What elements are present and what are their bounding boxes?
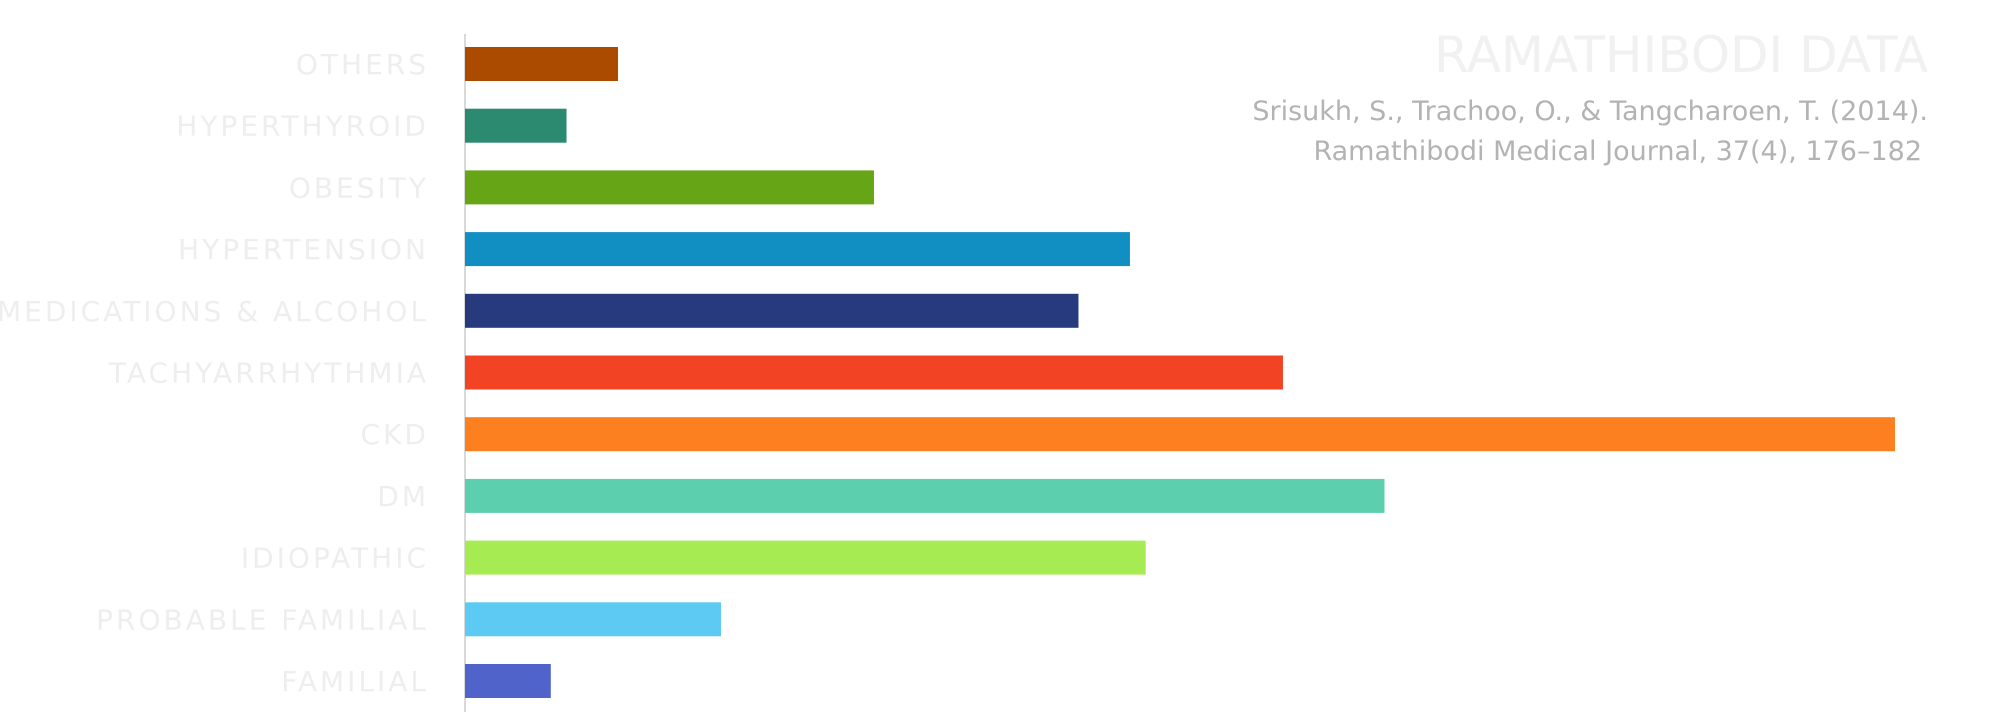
category-label-hypertension: HYPERTENSION [178,233,429,266]
bar-idiopathic [465,540,1146,575]
bar-probable-familial [465,602,721,637]
bar-obesity [465,170,874,205]
category-label-ckd: CKD [361,418,429,451]
category-label-probable-familial: PROBABLE FAMILIAL [96,603,429,636]
bars-group [465,47,1895,698]
bar-medications-alcohol [465,293,1079,328]
bar-ckd [465,417,1895,452]
bar-familial [465,664,551,698]
bar-tachyarrhythmia [465,355,1283,390]
category-label-obesity: OBESITY [289,171,429,204]
bar-others [465,47,619,81]
bar-hypertension [465,232,1130,267]
category-label-familial: FAMILIAL [281,665,429,698]
category-label-medications-alcohol: MEDICATIONS & ALCOHOL [0,295,429,328]
category-label-dm: DM [377,480,429,513]
category-label-idiopathic: IDIOPATHIC [241,542,429,575]
category-label-hyperthyroid: HYPERTHYROID [176,110,429,143]
bar-dm [465,478,1385,513]
category-label-tachyarrhythmia: TACHYARRHYTHMIA [108,357,429,390]
chart-title: RAMATHIBODI DATA [1434,26,1928,84]
chart-subtitle-line-2: Ramathibodi Medical Journal, 37(4), 176–… [1313,136,1922,167]
bar-hyperthyroid [465,108,567,143]
chart-subtitle-line-1: Srisukh, S., Trachoo, O., & Tangcharoen,… [1252,96,1928,127]
category-label-others: OTHERS [296,48,429,81]
category-labels-group: OTHERS HYPERTHYROID OBESITY HYPERTENSION MED… [0,48,429,698]
